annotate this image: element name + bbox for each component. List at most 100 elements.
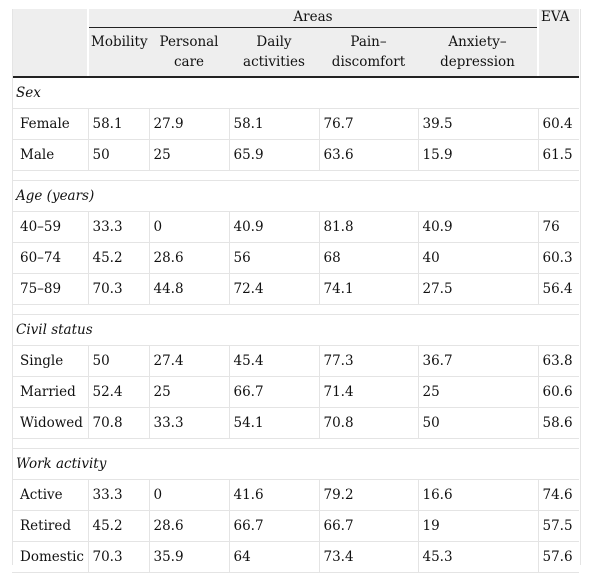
table-cell: 70.3	[88, 541, 150, 573]
row-label: Male	[12, 139, 89, 171]
table-row: Married 52.4 25 66.7 71.4 25 60.6	[12, 376, 579, 408]
table-row: Male 50 25 65.9 63.6 15.9 61.5	[12, 139, 579, 171]
row-label: Married	[12, 376, 89, 408]
table-row: Female 58.1 27.9 58.1 76.7 39.5 60.4	[12, 108, 579, 140]
column-header-daily-activities: Daily activities	[229, 27, 319, 78]
table-cell: 70.3	[88, 273, 150, 305]
table-cell: 68	[319, 242, 419, 274]
quality-of-life-table: Areas EVA Mobility Personal care Daily a…	[12, 9, 579, 573]
table-cell: 40	[418, 242, 539, 274]
table-row: 75–89 70.3 44.8 72.4 74.1 27.5 56.4	[12, 273, 579, 305]
group-spacer	[12, 438, 579, 449]
header-row-top: Areas EVA	[12, 9, 579, 78]
table-row: Single 50 27.4 45.4 77.3 36.7 63.8	[12, 345, 579, 377]
column-header-anxiety-depression: Anxiety–depression	[418, 27, 539, 78]
row-label: Widowed	[12, 407, 89, 439]
table-cell: 79.2	[319, 479, 419, 511]
table-cell: 65.9	[229, 139, 320, 171]
table-cell: 39.5	[418, 108, 539, 140]
table-cell: 27.4	[149, 345, 230, 377]
table-cell: 76	[538, 211, 579, 243]
table-cell: 64	[229, 541, 320, 573]
spacer-cell	[12, 304, 579, 315]
areas-header: Areas	[88, 9, 539, 28]
table-row: Widowed 70.8 33.3 54.1 70.8 50 58.6	[12, 407, 579, 439]
row-label: 75–89	[12, 273, 89, 305]
row-label: Single	[12, 345, 89, 377]
table-row: 60–74 45.2 28.6 56 68 40 60.3	[12, 242, 579, 274]
group-title: Work activity	[12, 448, 579, 480]
group-spacer	[12, 304, 579, 315]
table-cell: 60.4	[538, 108, 579, 140]
group-header-row: Sex	[12, 77, 579, 109]
table-cell: 61.5	[538, 139, 579, 171]
table-row: Retired 45.2 28.6 66.7 66.7 19 57.5	[12, 510, 579, 542]
table-cell: 56	[229, 242, 320, 274]
table-cell: 0	[149, 211, 230, 243]
column-header-personal-care: Personal care	[149, 27, 229, 78]
group-header-row: Age (years)	[12, 180, 579, 212]
table-cell: 60.6	[538, 376, 579, 408]
group-header-row: Civil status	[12, 314, 579, 346]
table-cell: 74.1	[319, 273, 419, 305]
table-cell: 70.8	[88, 407, 150, 439]
row-label: Female	[12, 108, 89, 140]
table-row: Domestic 70.3 35.9 64 73.4 45.3 57.6	[12, 541, 579, 573]
group-spacer	[12, 170, 579, 181]
spacer-cell	[12, 438, 579, 449]
table-cell: 27.9	[149, 108, 230, 140]
table-cell: 58.6	[538, 407, 579, 439]
table-cell: 25	[418, 376, 539, 408]
table-cell: 41.6	[229, 479, 320, 511]
header-row-columns: Mobility Personal care Daily activities …	[12, 27, 579, 78]
table-cell: 81.8	[319, 211, 419, 243]
table-cell: 52.4	[88, 376, 150, 408]
table-cell: 56.4	[538, 273, 579, 305]
row-label: 40–59	[12, 211, 89, 243]
column-header-pain-discomfort: Pain–discomfort	[319, 27, 418, 78]
table-header: Areas EVA Mobility Personal care Daily a…	[12, 9, 579, 78]
table-cell: 45.3	[418, 541, 539, 573]
group-header-row: Work activity	[12, 448, 579, 480]
table-cell: 50	[418, 407, 539, 439]
group-title: Civil status	[12, 314, 579, 346]
row-label: Retired	[12, 510, 89, 542]
table-cell: 45.2	[88, 242, 150, 274]
table-cell: 66.7	[229, 376, 320, 408]
eva-header: EVA	[538, 9, 579, 78]
table-cell: 35.9	[149, 541, 230, 573]
table-cell: 77.3	[319, 345, 419, 377]
group-title: Age (years)	[12, 180, 579, 212]
table-cell: 33.3	[88, 211, 150, 243]
table-cell: 40.9	[418, 211, 539, 243]
table-cell: 57.6	[538, 541, 579, 573]
table-cell: 70.8	[319, 407, 419, 439]
table-cell: 0	[149, 479, 230, 511]
table-cell: 44.8	[149, 273, 230, 305]
table-cell: 27.5	[418, 273, 539, 305]
table-cell: 50	[88, 345, 150, 377]
table-cell: 60.3	[538, 242, 579, 274]
table-cell: 15.9	[418, 139, 539, 171]
row-label: 60–74	[12, 242, 89, 274]
column-header-mobility: Mobility	[88, 27, 149, 78]
table-cell: 63.8	[538, 345, 579, 377]
table-cell: 25	[149, 139, 230, 171]
table-cell: 76.7	[319, 108, 419, 140]
table-cell: 58.1	[88, 108, 150, 140]
table-body: Sex Female 58.1 27.9 58.1 76.7 39.5 60.4 Male 50 2…	[12, 77, 579, 573]
data-table-container: Areas EVA Mobility Personal care Daily a…	[12, 9, 581, 573]
table-cell: 63.6	[319, 139, 419, 171]
table-cell: 66.7	[319, 510, 419, 542]
spacer-cell	[12, 170, 579, 181]
table-cell: 66.7	[229, 510, 320, 542]
table-row: 40–59 33.3 0 40.9 81.8 40.9 76	[12, 211, 579, 243]
table-cell: 28.6	[149, 242, 230, 274]
table-cell: 33.3	[88, 479, 150, 511]
table-cell: 36.7	[418, 345, 539, 377]
column-header-label	[12, 27, 89, 78]
row-label: Active	[12, 479, 89, 511]
table-cell: 54.1	[229, 407, 320, 439]
table-cell: 57.5	[538, 510, 579, 542]
table-cell: 45.2	[88, 510, 150, 542]
